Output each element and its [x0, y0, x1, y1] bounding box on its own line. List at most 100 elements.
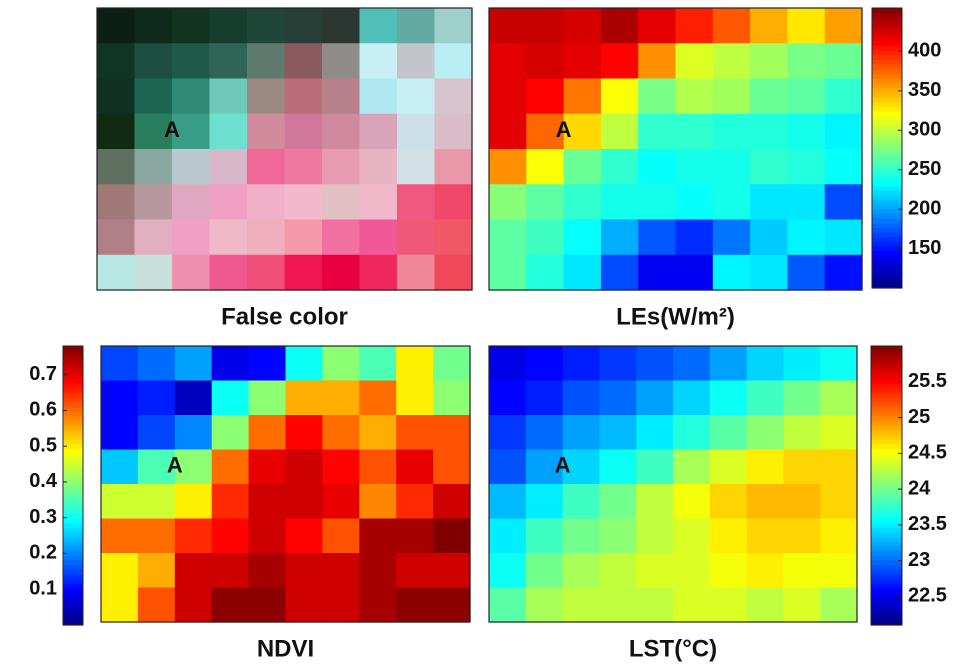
cell — [673, 450, 710, 485]
colorbar-step — [871, 472, 902, 477]
cell — [489, 8, 527, 44]
cell — [360, 220, 398, 256]
cell — [563, 553, 600, 588]
cell — [285, 114, 323, 150]
colorbar-step — [872, 167, 902, 172]
colorbar-tick-label: 0.7 — [29, 363, 57, 385]
cell — [787, 79, 825, 115]
colorbar-step — [63, 406, 83, 411]
colorbar-step — [871, 448, 902, 453]
cell — [820, 415, 857, 450]
colorbar-step — [871, 555, 902, 560]
cell — [212, 553, 250, 588]
colorbar-step — [872, 69, 902, 74]
colorbar-step — [871, 518, 902, 523]
colorbar-step — [872, 153, 902, 158]
colorbar-step — [63, 393, 83, 398]
cell — [247, 149, 285, 185]
cell — [747, 588, 784, 623]
cell — [212, 381, 250, 416]
colorbar-step — [871, 402, 902, 407]
panel: ALEs(W/m²)150200250300350400 — [489, 8, 941, 330]
cell — [212, 588, 250, 623]
cell — [249, 588, 287, 623]
colorbar-tick-label: 0.1 — [29, 578, 57, 600]
cell — [783, 519, 820, 554]
cell — [435, 220, 473, 256]
cell — [564, 8, 602, 44]
cell — [97, 220, 135, 256]
cell — [713, 79, 751, 115]
cell — [489, 43, 527, 79]
colorbar-step — [871, 602, 902, 607]
colorbar-step — [63, 379, 83, 384]
cell — [747, 346, 784, 381]
colorbar-step — [871, 537, 902, 542]
cell — [175, 346, 213, 381]
colorbar-step — [63, 527, 83, 532]
cell — [249, 519, 287, 554]
cell — [526, 553, 563, 588]
colorbar-step — [872, 111, 902, 116]
cell — [175, 519, 213, 554]
colorbar-tick-label: 150 — [908, 237, 941, 259]
colorbar-step — [872, 218, 902, 223]
cell — [433, 450, 471, 485]
colorbar-step — [872, 87, 902, 92]
colorbar-step — [63, 351, 83, 356]
cell — [322, 588, 360, 623]
cell — [526, 519, 563, 554]
cell — [489, 220, 527, 256]
cell — [526, 79, 564, 115]
colorbar-step — [871, 481, 902, 486]
cell — [286, 346, 324, 381]
cell — [489, 588, 526, 623]
colorbar-step — [872, 232, 902, 237]
cell — [636, 553, 673, 588]
cell — [360, 8, 398, 44]
cell — [210, 8, 248, 44]
colorbar-step — [872, 45, 902, 50]
cell — [563, 381, 600, 416]
colorbar-tick-label: 24.5 — [908, 442, 947, 464]
cell — [710, 415, 747, 450]
colorbar-step — [871, 523, 902, 528]
cell — [599, 519, 636, 554]
colorbar-step — [871, 509, 902, 514]
cell — [135, 255, 173, 291]
colorbar-step — [63, 467, 83, 472]
cell — [636, 415, 673, 450]
cell — [787, 220, 825, 256]
colorbar-step — [871, 583, 902, 588]
cell — [713, 255, 751, 291]
colorbar-step — [871, 606, 902, 611]
colorbar-tick-label: 23.5 — [908, 513, 947, 535]
cell — [825, 255, 863, 291]
cell — [825, 220, 863, 256]
colorbar-step — [872, 260, 902, 265]
cell — [172, 255, 210, 291]
cell — [787, 8, 825, 44]
colorbar-step — [872, 59, 902, 64]
cell — [636, 519, 673, 554]
cell — [360, 255, 398, 291]
colorbar-step — [871, 351, 902, 356]
colorbar-tick-label: 22.5 — [908, 585, 947, 607]
cell — [285, 184, 323, 220]
cell — [489, 114, 527, 150]
colorbar-step — [63, 434, 83, 439]
cell — [247, 79, 285, 115]
cell — [710, 381, 747, 416]
colorbar-tick-label: 300 — [908, 119, 941, 141]
colorbar-step — [871, 499, 902, 504]
colorbar-step — [872, 209, 902, 214]
cell — [526, 43, 564, 79]
colorbar-step — [872, 237, 902, 242]
cell — [747, 415, 784, 450]
cell — [673, 346, 710, 381]
colorbar-step — [871, 383, 902, 388]
colorbar-step — [872, 176, 902, 181]
colorbar-step — [872, 27, 902, 32]
colorbar-step — [63, 397, 83, 402]
cell — [396, 519, 434, 554]
